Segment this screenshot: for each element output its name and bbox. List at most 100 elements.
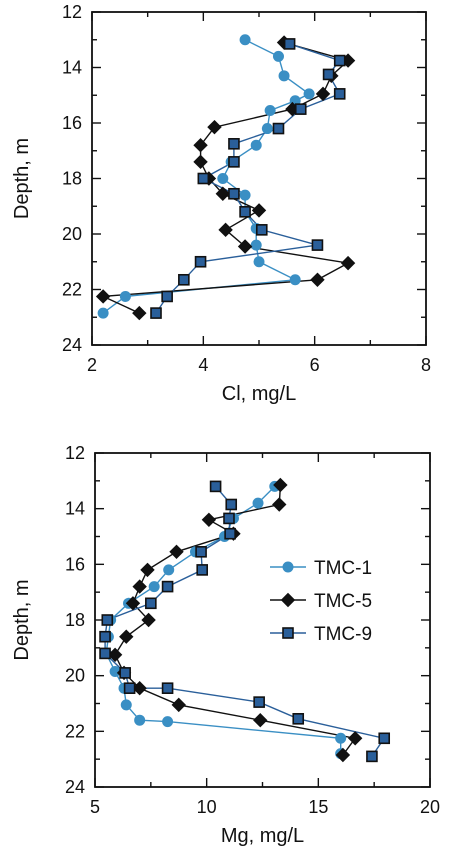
data-point-tmc-9 [253, 696, 265, 708]
data-point-tmc-9 [209, 480, 222, 493]
data-point-tmc-1 [148, 581, 160, 593]
data-point-tmc-9 [99, 647, 111, 660]
data-point-tmc-9 [322, 68, 335, 81]
x-tick-label: 5 [90, 797, 100, 817]
data-point-tmc-1 [217, 173, 229, 184]
data-point-tmc-5 [132, 579, 147, 594]
data-point-tmc-9 [224, 527, 236, 540]
data-point-tmc-5 [251, 203, 267, 218]
data-point-tmc-9 [101, 614, 114, 626]
data-point-tmc-9 [123, 682, 136, 694]
x-axis-title: Mg, mg/L [221, 825, 304, 847]
data-point-tmc-5 [310, 272, 325, 287]
data-point-tmc-5 [95, 289, 111, 304]
data-point-tmc-9 [161, 682, 174, 694]
data-point-tmc-1 [303, 88, 315, 100]
data-point-tmc-5 [201, 512, 217, 528]
data-point-tmc-1 [239, 34, 251, 46]
legend: TMC-1 TMC-5 TMC-9 [270, 558, 372, 645]
data-point-tmc-9 [366, 750, 378, 763]
data-point-tmc-9 [145, 597, 157, 610]
x-tick-label: 6 [310, 355, 320, 375]
data-point-tmc-5 [169, 544, 184, 560]
data-point-tmc-1 [162, 716, 174, 728]
y-axis-title: Depth, m [11, 579, 33, 660]
data-point-tmc-9 [178, 273, 190, 286]
y-tick-label: 16 [62, 113, 82, 133]
data-point-tmc-5 [193, 137, 208, 153]
data-point-tmc-5 [193, 154, 208, 170]
mg-depth-chart: 5 10 15 20 12 14 16 18 20 22 24 Mg, mg/L Depth, m TMC… [11, 443, 440, 847]
data-point-tmc-5 [171, 697, 186, 713]
legend-label-tmc-1: TMC-1 [314, 558, 372, 579]
y-tick-label: 20 [65, 666, 85, 686]
data-point-tmc-9 [228, 156, 240, 168]
y-tick-label: 12 [65, 443, 85, 463]
legend-label-tmc-5: TMC-5 [314, 591, 372, 612]
data-point-tmc-9 [225, 498, 238, 511]
data-point-tmc-9 [378, 732, 391, 745]
y-tick-label: 14 [65, 499, 85, 519]
x-tick-label: 15 [308, 797, 328, 817]
data-point-tmc-9 [272, 122, 285, 135]
x-tick-label: 4 [198, 355, 208, 375]
data-point-tmc-1 [253, 256, 265, 268]
data-point-tmc-9 [239, 206, 251, 218]
data-point-tmc-1 [289, 274, 301, 286]
data-point-tmc-9 [194, 255, 207, 268]
data-point-tmc-1 [163, 564, 175, 576]
data-point-tmc-1 [119, 290, 131, 302]
x-tick-label: 8 [421, 355, 431, 375]
data-point-tmc-1 [261, 123, 273, 135]
data-point-tmc-5 [315, 86, 331, 102]
series-line-tmc-9 [155, 43, 341, 314]
y-tick-label: 12 [62, 2, 82, 22]
data-point-tmc-9 [161, 580, 174, 593]
x-tick-label: 10 [197, 797, 217, 817]
data-point-tmc-5 [119, 629, 134, 644]
data-point-tmc-5 [125, 596, 141, 611]
y-tick-label: 24 [62, 335, 82, 355]
data-point-tmc-9 [196, 564, 208, 576]
y-tick-label: 20 [62, 224, 82, 244]
data-point-tmc-9 [255, 224, 268, 236]
data-point-tmc-9 [197, 172, 210, 185]
data-point-tmc-9 [99, 630, 111, 643]
data-point-tmc-1 [264, 105, 276, 117]
data-point-tmc-5 [253, 712, 268, 728]
data-point-tmc-1 [250, 239, 262, 251]
data-point-tmc-1 [134, 714, 146, 726]
data-point-tmc-9 [228, 187, 240, 200]
legend-marker-tmc-5 [280, 592, 296, 608]
data-point-tmc-9 [161, 290, 173, 303]
data-point-tmc-5 [273, 477, 288, 493]
data-point-tmc-1 [120, 699, 132, 711]
y-tick-label: 14 [62, 58, 82, 78]
data-point-tmc-9 [150, 307, 162, 319]
data-point-tmc-5 [218, 222, 233, 238]
data-point-tmc-9 [283, 38, 296, 50]
y-tick-label: 18 [65, 610, 85, 630]
data-point-tmc-9 [195, 546, 207, 558]
data-point-tmc-1 [278, 70, 290, 82]
y-tick-label: 24 [65, 777, 85, 797]
data-point-tmc-5 [140, 562, 155, 578]
data-point-tmc-9 [294, 103, 307, 115]
data-point-tmc-5 [335, 747, 351, 763]
data-point-tmc-5 [207, 119, 222, 135]
data-point-tmc-1 [272, 50, 284, 62]
data-point-tmc-9 [333, 88, 346, 100]
x-axis-title: Cl, mg/L [222, 383, 296, 405]
y-tick-label: 22 [65, 721, 85, 741]
data-point-tmc-1 [252, 497, 264, 509]
data-point-tmc-5 [141, 612, 156, 628]
data-point-tmc-1 [335, 732, 347, 744]
y-tick-label: 16 [65, 554, 85, 574]
data-point-tmc-9 [223, 512, 235, 525]
y-axis-title: Depth, m [11, 138, 33, 219]
data-point-tmc-5 [237, 239, 253, 254]
y-tick-label: 22 [62, 280, 82, 300]
data-point-tmc-9 [228, 138, 240, 150]
